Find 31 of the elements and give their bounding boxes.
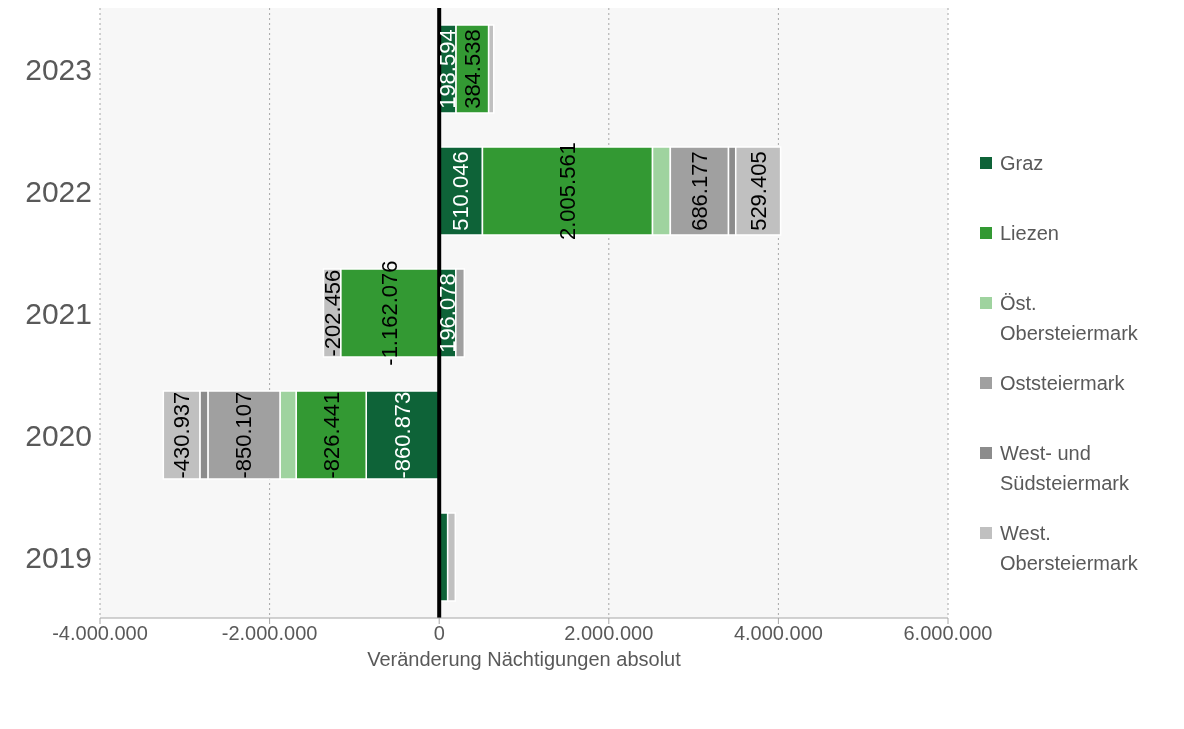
x-tick-label: -4.000.000 bbox=[52, 622, 148, 645]
data-label: -202.456 bbox=[319, 269, 345, 357]
data-label: 510.046 bbox=[448, 151, 474, 231]
data-label: -430.937 bbox=[169, 391, 195, 479]
data-label: -860.873 bbox=[390, 391, 416, 479]
legend-label: Graz bbox=[1000, 151, 1044, 176]
data-label: 529.405 bbox=[745, 151, 771, 231]
data-label: -826.441 bbox=[318, 391, 344, 479]
data-label: 2.005.561 bbox=[554, 142, 580, 241]
data-label: 686.177 bbox=[686, 151, 712, 231]
data-label: 196.078 bbox=[435, 273, 461, 353]
x-tick-label: 0 bbox=[433, 622, 445, 645]
legend-label: Liezen bbox=[1000, 221, 1059, 246]
y-tick-label: 2019 bbox=[25, 540, 92, 574]
x-tick-label: 4.000.000 bbox=[733, 622, 823, 645]
data-label: -1.162.076 bbox=[377, 260, 403, 366]
data-label: -850.107 bbox=[231, 391, 257, 479]
y-tick-label: 2020 bbox=[25, 418, 92, 452]
legend-label: Oststeiermark bbox=[1000, 371, 1125, 396]
legend-label: West. Obersteiermark bbox=[1000, 521, 1139, 576]
y-tick-label: 2022 bbox=[25, 174, 92, 208]
y-tick-label: 2021 bbox=[25, 296, 92, 330]
x-tick-label: 2.000.000 bbox=[564, 622, 654, 645]
x-axis-title: Veränderung Nächtigungen absolut bbox=[367, 648, 682, 670]
data-label: 198.594 bbox=[435, 29, 461, 109]
x-tick-label: 6.000.000 bbox=[903, 622, 993, 645]
legend-label: West- und Südsteiermark bbox=[1000, 441, 1130, 496]
x-tick-label: -2.000.000 bbox=[221, 622, 318, 645]
legend-label: Öst. Obersteiermark bbox=[1000, 291, 1139, 346]
data-label: 384.538 bbox=[459, 29, 485, 109]
y-tick-label: 2023 bbox=[25, 52, 92, 86]
